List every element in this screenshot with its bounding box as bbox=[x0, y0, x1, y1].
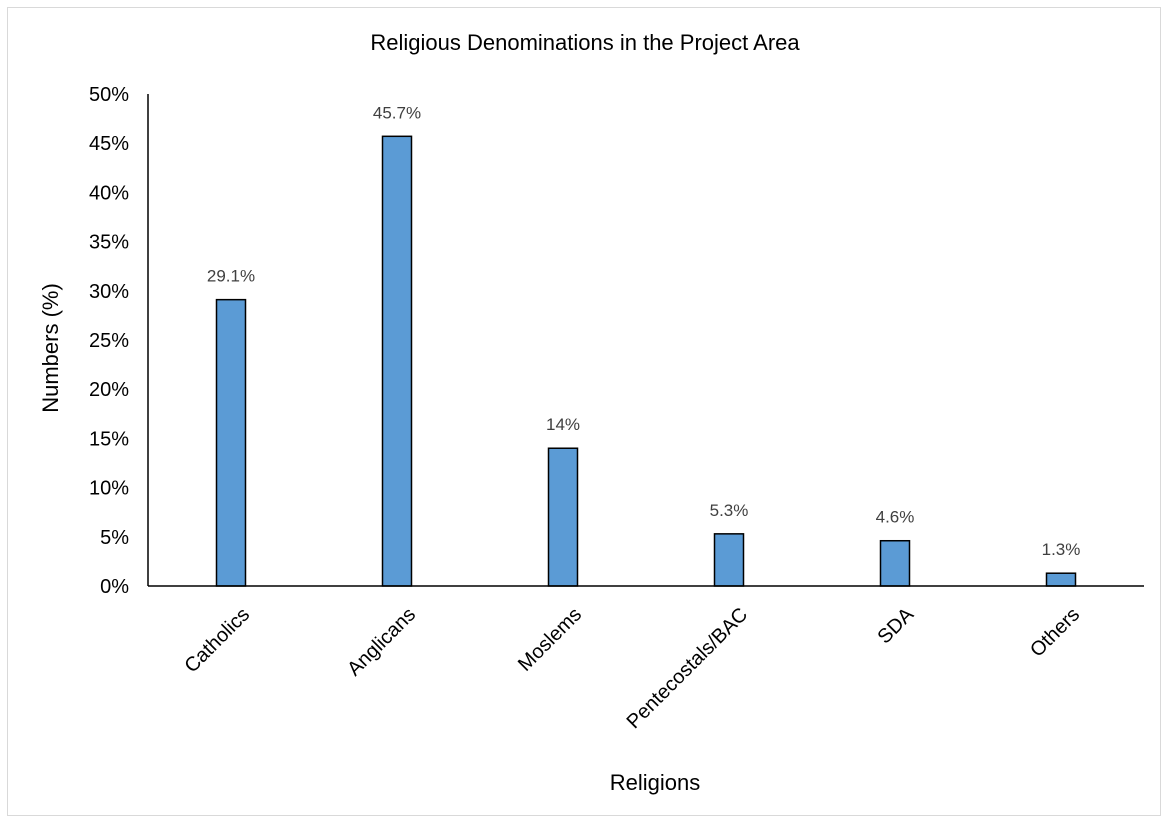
y-tick-label: 30% bbox=[89, 281, 129, 303]
y-axis-title: Numbers (%) bbox=[38, 283, 63, 413]
x-tick-label: Others bbox=[1026, 604, 1084, 662]
x-axis-ticks: Catholics Anglicans Moslems Pentecostals/BA… bbox=[180, 603, 1084, 733]
bar-moslems bbox=[547, 447, 579, 587]
x-tick-label: SDA bbox=[874, 603, 919, 648]
y-tick-label: 50% bbox=[89, 84, 129, 106]
bar-pentecostals-bac bbox=[713, 533, 745, 587]
y-tick-label: 45% bbox=[89, 133, 129, 155]
bar-sda bbox=[879, 539, 911, 587]
bar-anglicans bbox=[381, 135, 413, 587]
data-label: 45.7% bbox=[373, 103, 421, 122]
y-tick-label: 0% bbox=[100, 576, 129, 598]
x-tick-label: Pentecostals/BAC bbox=[623, 604, 753, 734]
x-tick-label: Catholics bbox=[180, 604, 254, 678]
y-tick-label: 25% bbox=[89, 330, 129, 352]
x-tick-label: Moslems bbox=[514, 604, 586, 676]
data-label: 4.6% bbox=[876, 508, 915, 527]
data-label: 1.3% bbox=[1042, 540, 1081, 559]
y-tick-label: 15% bbox=[89, 428, 129, 450]
x-axis-title: Religions bbox=[610, 770, 701, 795]
y-tick-label: 5% bbox=[100, 527, 129, 549]
y-tick-label: 20% bbox=[89, 379, 129, 401]
data-label: 14% bbox=[546, 415, 580, 434]
data-label: 29.1% bbox=[207, 267, 255, 286]
bar-others bbox=[1045, 572, 1077, 587]
chart-frame: Religious Denominations in the Project A… bbox=[7, 7, 1161, 816]
bar-chart: Religious Denominations in the Project A… bbox=[38, 30, 1144, 795]
bar-catholics bbox=[215, 298, 247, 587]
chart-title: Religious Denominations in the Project A… bbox=[370, 30, 800, 55]
data-label: 5.3% bbox=[710, 501, 749, 520]
bars bbox=[215, 135, 1077, 587]
y-tick-label: 35% bbox=[89, 232, 129, 254]
x-tick-label: Anglicans bbox=[343, 604, 420, 681]
y-tick-label: 40% bbox=[89, 182, 129, 204]
data-labels: 29.1% 45.7% 14% 5.3% 4.6% 1.3% bbox=[207, 103, 1080, 559]
y-tick-label: 10% bbox=[89, 478, 129, 500]
y-axis-ticks: 0% 5% 10% 15% 20% 25% 30% 35% 40% 45% 50% bbox=[89, 84, 129, 598]
